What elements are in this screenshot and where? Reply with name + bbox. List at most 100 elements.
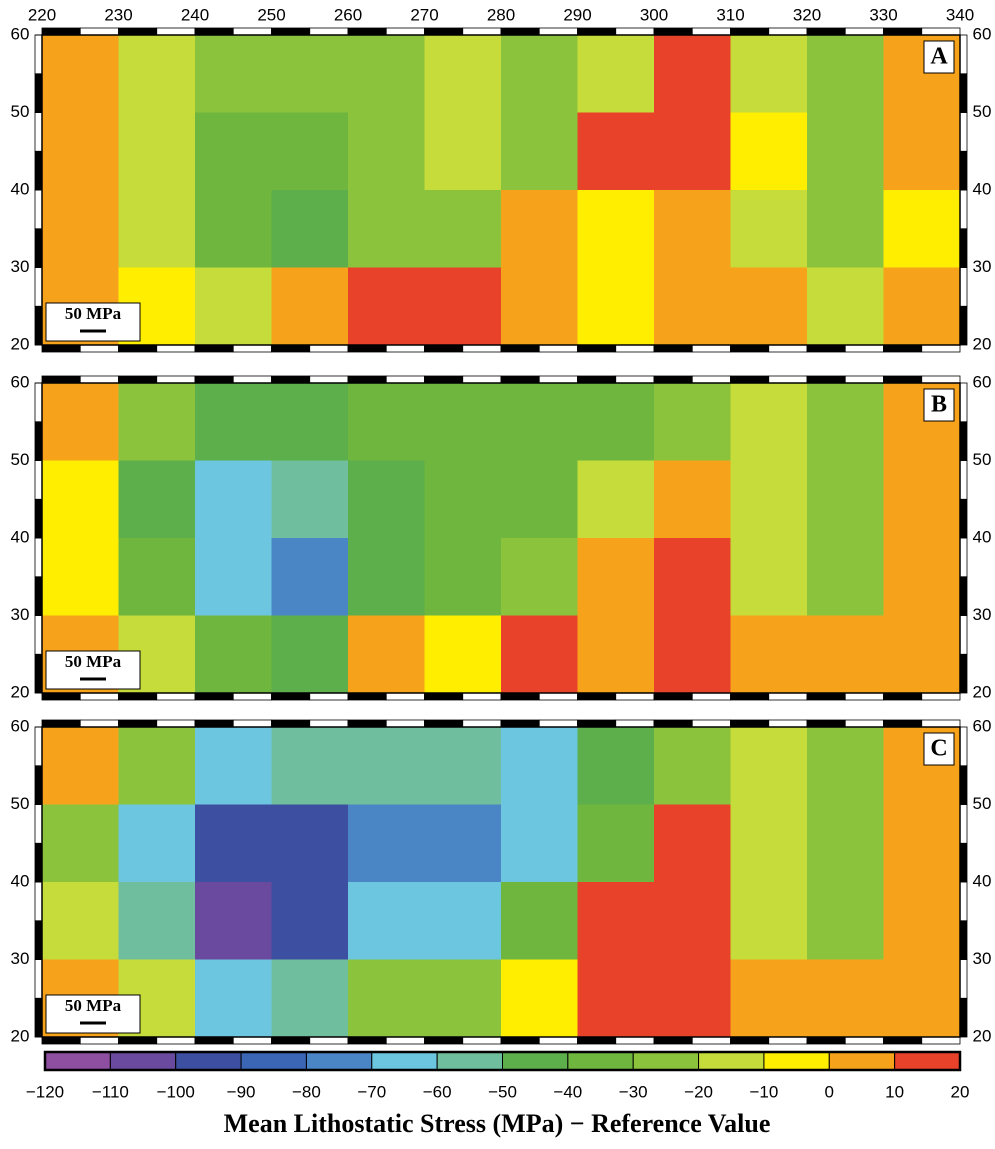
- stress-cell: [501, 268, 578, 346]
- y-tick-label: 30: [973, 949, 992, 968]
- stress-cell: [272, 383, 349, 461]
- frame-segment: [922, 345, 960, 352]
- frame-segment: [960, 616, 967, 655]
- y-tick-label: 20: [11, 682, 30, 701]
- stress-cell: [654, 268, 731, 346]
- stress-cell: [195, 960, 272, 1038]
- frame-segment: [80, 345, 118, 352]
- frame-segment: [960, 727, 967, 766]
- x-tick-label: 310: [716, 5, 744, 24]
- stress-cell: [272, 113, 349, 191]
- frame-segment: [654, 693, 692, 700]
- stress-cell: [42, 882, 119, 960]
- frame-segment: [35, 499, 42, 538]
- frame-segment: [35, 921, 42, 960]
- stress-cell: [654, 616, 731, 694]
- stress-cell: [119, 882, 196, 960]
- frame-segment: [386, 693, 424, 700]
- frame-segment: [35, 577, 42, 616]
- scale-label: 50 MPa: [65, 996, 122, 1015]
- frame-segment: [960, 229, 967, 268]
- colorbar-swatch: [895, 1052, 960, 1070]
- stress-cell: [272, 35, 349, 113]
- stress-cell: [807, 35, 884, 113]
- colorbar-tick-label: −80: [292, 1082, 321, 1101]
- frame-segment: [348, 693, 386, 700]
- frame-segment: [80, 28, 118, 35]
- frame-segment: [42, 28, 80, 35]
- stress-cell: [884, 960, 961, 1038]
- frame-segment: [35, 727, 42, 766]
- stress-cell: [807, 727, 884, 805]
- stress-cell: [578, 113, 655, 191]
- colorbar-title: Mean Lithostatic Stress (MPa) − Referenc…: [224, 1109, 771, 1138]
- frame-segment: [960, 921, 967, 960]
- y-tick-label: 60: [973, 372, 992, 391]
- frame-segment: [807, 720, 845, 727]
- y-tick-label: 50: [973, 794, 992, 813]
- frame-segment: [845, 720, 883, 727]
- frame-segment: [807, 345, 845, 352]
- stress-cell: [42, 35, 119, 113]
- frame-segment: [463, 376, 501, 383]
- stress-cell: [578, 538, 655, 616]
- stress-cell: [195, 882, 272, 960]
- frame-segment: [922, 28, 960, 35]
- y-tick-label: 40: [11, 179, 30, 198]
- colorbar-tick-label: 0: [825, 1082, 834, 1101]
- stress-cell: [654, 461, 731, 539]
- y-tick-label: 40: [11, 871, 30, 890]
- y-tick-label: 20: [973, 334, 992, 353]
- frame-segment: [348, 376, 386, 383]
- frame-segment: [731, 28, 769, 35]
- stress-cell: [42, 727, 119, 805]
- frame-segment: [195, 376, 233, 383]
- frame-segment: [310, 345, 348, 352]
- frame-segment: [463, 693, 501, 700]
- stress-cell: [731, 461, 808, 539]
- stress-cell: [42, 113, 119, 191]
- frame-segment: [845, 28, 883, 35]
- frame-segment: [654, 345, 692, 352]
- y-tick-label: 20: [973, 682, 992, 701]
- stress-cell: [501, 461, 578, 539]
- frame-segment: [157, 693, 195, 700]
- colorbar-swatch: [568, 1052, 633, 1070]
- stress-cell: [272, 190, 349, 268]
- frame-segment: [35, 74, 42, 113]
- frame-segment: [692, 1037, 730, 1044]
- frame-segment: [578, 693, 616, 700]
- y-tick-label: 60: [973, 716, 992, 735]
- y-tick-label: 20: [11, 334, 30, 353]
- stress-cell: [731, 538, 808, 616]
- frame-segment: [157, 376, 195, 383]
- frame-segment: [35, 882, 42, 921]
- frame-segment: [616, 345, 654, 352]
- stress-cell: [425, 461, 502, 539]
- stress-cell: [425, 35, 502, 113]
- y-tick-label: 60: [11, 716, 30, 735]
- stress-cell: [731, 35, 808, 113]
- frame-segment: [80, 693, 118, 700]
- frame-segment: [42, 1037, 80, 1044]
- frame-segment: [807, 1037, 845, 1044]
- frame-segment: [195, 345, 233, 352]
- stress-cell: [884, 190, 961, 268]
- frame-segment: [539, 1037, 577, 1044]
- frame-segment: [960, 654, 967, 693]
- stress-cell: [501, 805, 578, 883]
- frame-segment: [386, 1037, 424, 1044]
- stress-cell: [807, 461, 884, 539]
- stress-cell: [807, 113, 884, 191]
- frame-segment: [348, 28, 386, 35]
- frame-segment: [922, 720, 960, 727]
- frame-segment: [769, 376, 807, 383]
- colorbar-swatch: [176, 1052, 241, 1070]
- frame-segment: [119, 693, 157, 700]
- frame-segment: [960, 577, 967, 616]
- frame-segment: [960, 35, 967, 74]
- stress-cell: [272, 538, 349, 616]
- stress-cell: [272, 882, 349, 960]
- y-tick-label: 50: [11, 794, 30, 813]
- frame-segment: [769, 28, 807, 35]
